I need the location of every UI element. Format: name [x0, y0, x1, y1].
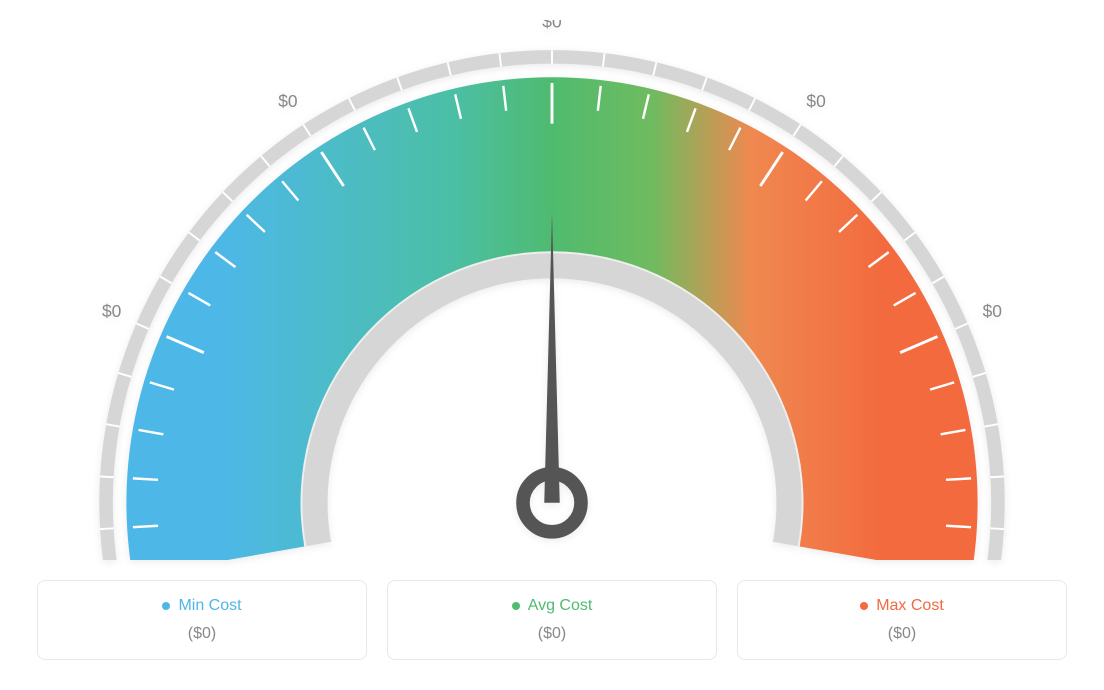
legend-card: Min Cost ($0): [37, 580, 367, 660]
legend-title: Min Cost: [162, 597, 241, 615]
legend-value: ($0): [758, 625, 1046, 643]
legend-dot-icon: [512, 602, 520, 610]
legend-card: Max Cost ($0): [737, 580, 1067, 660]
gauge-chart: $0$0$0$0$0$0$0: [20, 20, 1084, 560]
legend-label: Avg Cost: [528, 597, 593, 615]
gauge-tick-label: $0: [278, 91, 297, 111]
legend-row: Min Cost ($0) Avg Cost ($0) Max Cost ($0): [20, 580, 1084, 660]
legend-value: ($0): [408, 625, 696, 643]
legend-dot-icon: [860, 602, 868, 610]
legend-dot-icon: [162, 602, 170, 610]
legend-title: Max Cost: [860, 597, 944, 615]
legend-value: ($0): [58, 625, 346, 643]
gauge-tick-label: $0: [102, 301, 121, 321]
legend-card: Avg Cost ($0): [387, 580, 717, 660]
gauge-container: $0$0$0$0$0$0$0: [20, 20, 1084, 560]
legend-title: Avg Cost: [512, 597, 593, 615]
gauge-tick-label: $0: [806, 91, 825, 111]
legend-label: Max Cost: [876, 597, 944, 615]
legend-label: Min Cost: [178, 597, 241, 615]
gauge-tick-label: $0: [983, 301, 1002, 321]
gauge-tick-label: $0: [542, 20, 561, 32]
